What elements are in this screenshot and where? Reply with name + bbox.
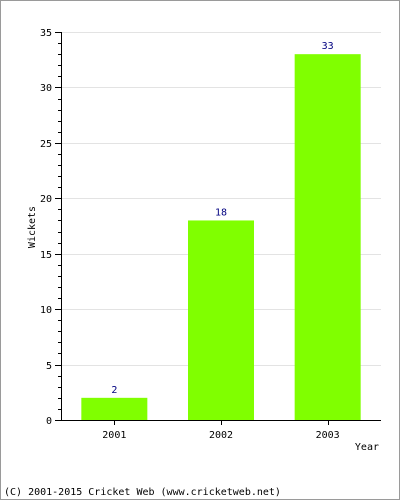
data-label-2002: 18 (215, 207, 227, 218)
y-tick-label: 15 (40, 250, 52, 261)
y-tick-label: 30 (40, 83, 52, 94)
footer-copyright: (C) 2001-2015 Cricket Web (www.cricketwe… (4, 487, 281, 498)
data-label-2003: 33 (322, 41, 334, 52)
data-label-2001: 2 (111, 385, 117, 396)
bars-layer (81, 54, 361, 421)
y-tick-label: 25 (40, 139, 52, 150)
y-tick-label: 20 (40, 194, 52, 205)
labels-layer: 0 5 10 15 20 25 30 35 2 2001 18 2002 33 2003 (40, 28, 340, 441)
bar-2003 (294, 54, 361, 421)
x-tick-label-2001: 2001 (102, 430, 126, 441)
y-axis-label: Wickets (27, 206, 38, 248)
x-tick-label-2003: 2003 (316, 430, 340, 441)
x-axis-label: Year (355, 442, 379, 453)
bar-2001 (81, 397, 148, 420)
y-tick-label: 10 (40, 305, 52, 316)
axis-layer (55, 32, 381, 425)
y-tick-label: 35 (40, 28, 52, 39)
bar-2002 (188, 220, 254, 420)
x-tick-label-2002: 2002 (209, 430, 233, 441)
y-tick-label: 5 (46, 361, 52, 372)
y-tick-label: 0 (46, 416, 52, 427)
